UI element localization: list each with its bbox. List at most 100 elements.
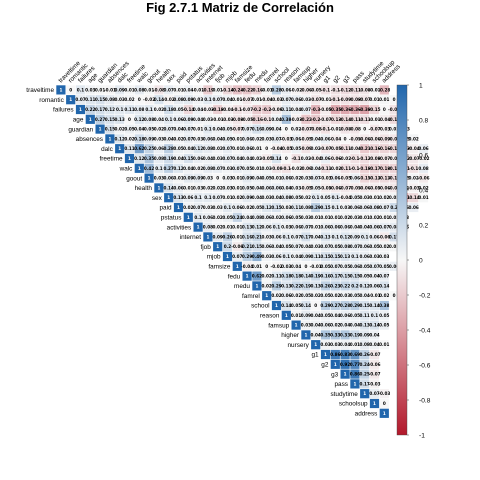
cell-value-label: 0.05 [311,185,321,190]
heatmap-cell-fedu-higher [301,271,311,281]
cell-value-label: 1 [79,107,82,112]
cell-value-label: -0.05 [300,185,312,190]
cell-value-label: -0.1 [331,87,340,92]
cell-value-label: 0.14 [379,283,389,288]
cell-value-label: -0.04 [378,117,390,122]
heatmap-cell-activities-higher [301,222,311,232]
heatmap-cell-romantic-goout [144,95,154,105]
cell-value-label: 0.02 [311,146,321,151]
heatmap-cell-higher-pass [350,330,360,340]
heatmap-cell-sex-undefined [409,193,419,203]
cell-value-label: 0.13 [115,117,125,122]
heatmap-cell-walc-undefined [409,163,419,173]
heatmap-cell-mjob-medu [252,251,262,262]
heatmap-cell-reason-address [379,310,389,320]
cell-value-label: -0.22 [241,87,253,92]
cell-value-label: 0.02 [369,215,379,220]
cell-value-label: -0.3 [311,107,320,112]
heatmap-cell-romantic-higher [301,95,311,105]
heatmap-cell-activities-schoolsup [369,222,380,232]
heatmap-cell-absences-pstatus [183,134,193,144]
cell-value-label: -0.17 [368,166,380,171]
heatmap-cell-walc-g2 [330,163,340,173]
heatmap-cell-reason-schoolsup [369,310,380,320]
heatmap-cell-romantic-famrel [262,95,272,105]
heatmap-cell-goout-fjob [213,173,223,183]
heatmap-cell-sex-famrel [262,193,272,203]
heatmap-cell-age-pstatus [183,114,193,124]
heatmap-cell-internet-g1 [320,232,331,242]
cell-value-label: 0.09 [301,254,311,259]
heatmap-cell-famsize-g2 [330,261,340,271]
col-label-g1: g1 [322,74,332,84]
cell-value-label: 0.02 [124,97,134,102]
cell-value-label: 0.07 [232,166,242,171]
cell-value-label: -0.14 [408,195,420,200]
heatmap-cell-traveltime-paid [173,85,184,95]
cell-value-label: 0.49 [252,254,262,259]
heatmap-cell-mjob-mjob [222,251,233,262]
heatmap-cell-goout-undefined [418,173,429,183]
cell-value-label: 0.07 [330,264,340,269]
heatmap-cell-activities-medu [252,222,262,232]
cell-value-label: 0.07 [379,225,389,230]
cell-value-label: 0.02 [291,127,301,132]
cell-value-label: 0.09 [183,176,193,181]
heatmap-cell-freetime-school [271,153,282,164]
cell-value-label: 0.06 [262,215,272,220]
cell-value-label: 0.13 [281,283,291,288]
cell-value-label: -0.07 [408,156,420,161]
cell-value-label: 0.04 [183,146,193,151]
cell-value-label: 0.05 [320,195,330,200]
cell-value-label: 0.06 [291,225,301,230]
cell-value-label: 0.04 [291,264,301,269]
cell-value-label: 0.06 [271,254,281,259]
heatmap-cell-famrel-g2 [330,291,340,301]
cell-value-label: 0.38 [281,117,291,122]
cell-value-label: 0.14 [369,303,379,308]
cell-value-label: -0.06 [368,136,380,141]
heatmap-cell-goout-famrel [262,173,272,183]
heatmap-cell-romantic-school [271,95,282,105]
heatmap-cell-traveltime-dalc [115,85,125,95]
heatmap-cell-mjob-school [271,251,282,262]
cell-value-label: -0.02 [339,156,351,161]
cell-value-label: -0.11 [339,166,351,171]
heatmap-cell-activities-famrel [262,222,272,232]
cell-value-label: -0.04 [339,195,351,200]
heatmap-cell-nursery-g2 [330,340,340,350]
heatmap-cell-failures-guardian [95,104,105,115]
cell-value-label: 0.06 [409,205,419,210]
cell-value-label: 0.07 [379,274,389,279]
heatmap-cell-mjob-fedu [242,251,252,262]
cell-value-label: 0.22 [340,283,350,288]
cell-value-label: 1 [344,372,347,377]
cell-value-label: -0.1 [233,107,242,112]
cell-value-label: 0.01 [252,264,262,269]
heatmap-cell-g2-schoolsup [369,359,380,369]
cell-value-label: 0.18 [281,274,291,279]
heatmap-cell-medu-medu [252,281,262,291]
heatmap-cell-failures-activities [193,104,203,115]
cell-value-label: 0.03 [320,342,330,347]
cell-value-label: 0.21 [252,234,262,239]
cell-value-label: 0.03 [222,176,232,181]
cell-value-label: 0.19 [301,283,311,288]
heatmap-cell-guardian-guardian [95,124,105,134]
cell-value-label: 0.02 [242,205,252,210]
cell-value-label: 0.12 [340,234,350,239]
heatmap-cell-fjob-nursery [311,242,321,252]
heatmap-cell-goout-reason [281,173,291,183]
heatmap-cell-fedu-g3 [340,271,350,281]
cell-value-label: -0.04 [241,264,253,269]
cell-value-label: 0.05 [350,293,360,298]
cell-value-label: 0.03 [301,176,311,181]
heatmap-cell-freetime-internet [203,153,213,164]
cell-value-label: 0.1 [332,234,340,239]
heatmap-cells [56,85,429,418]
cell-value-label: 0.07 [320,244,330,249]
cell-value-label: 0.05 [320,264,330,269]
heatmap-cell-internet-undefined [389,232,399,242]
cell-value-label: -0.07 [241,107,253,112]
heatmap-cell-absences-pass [350,134,360,144]
